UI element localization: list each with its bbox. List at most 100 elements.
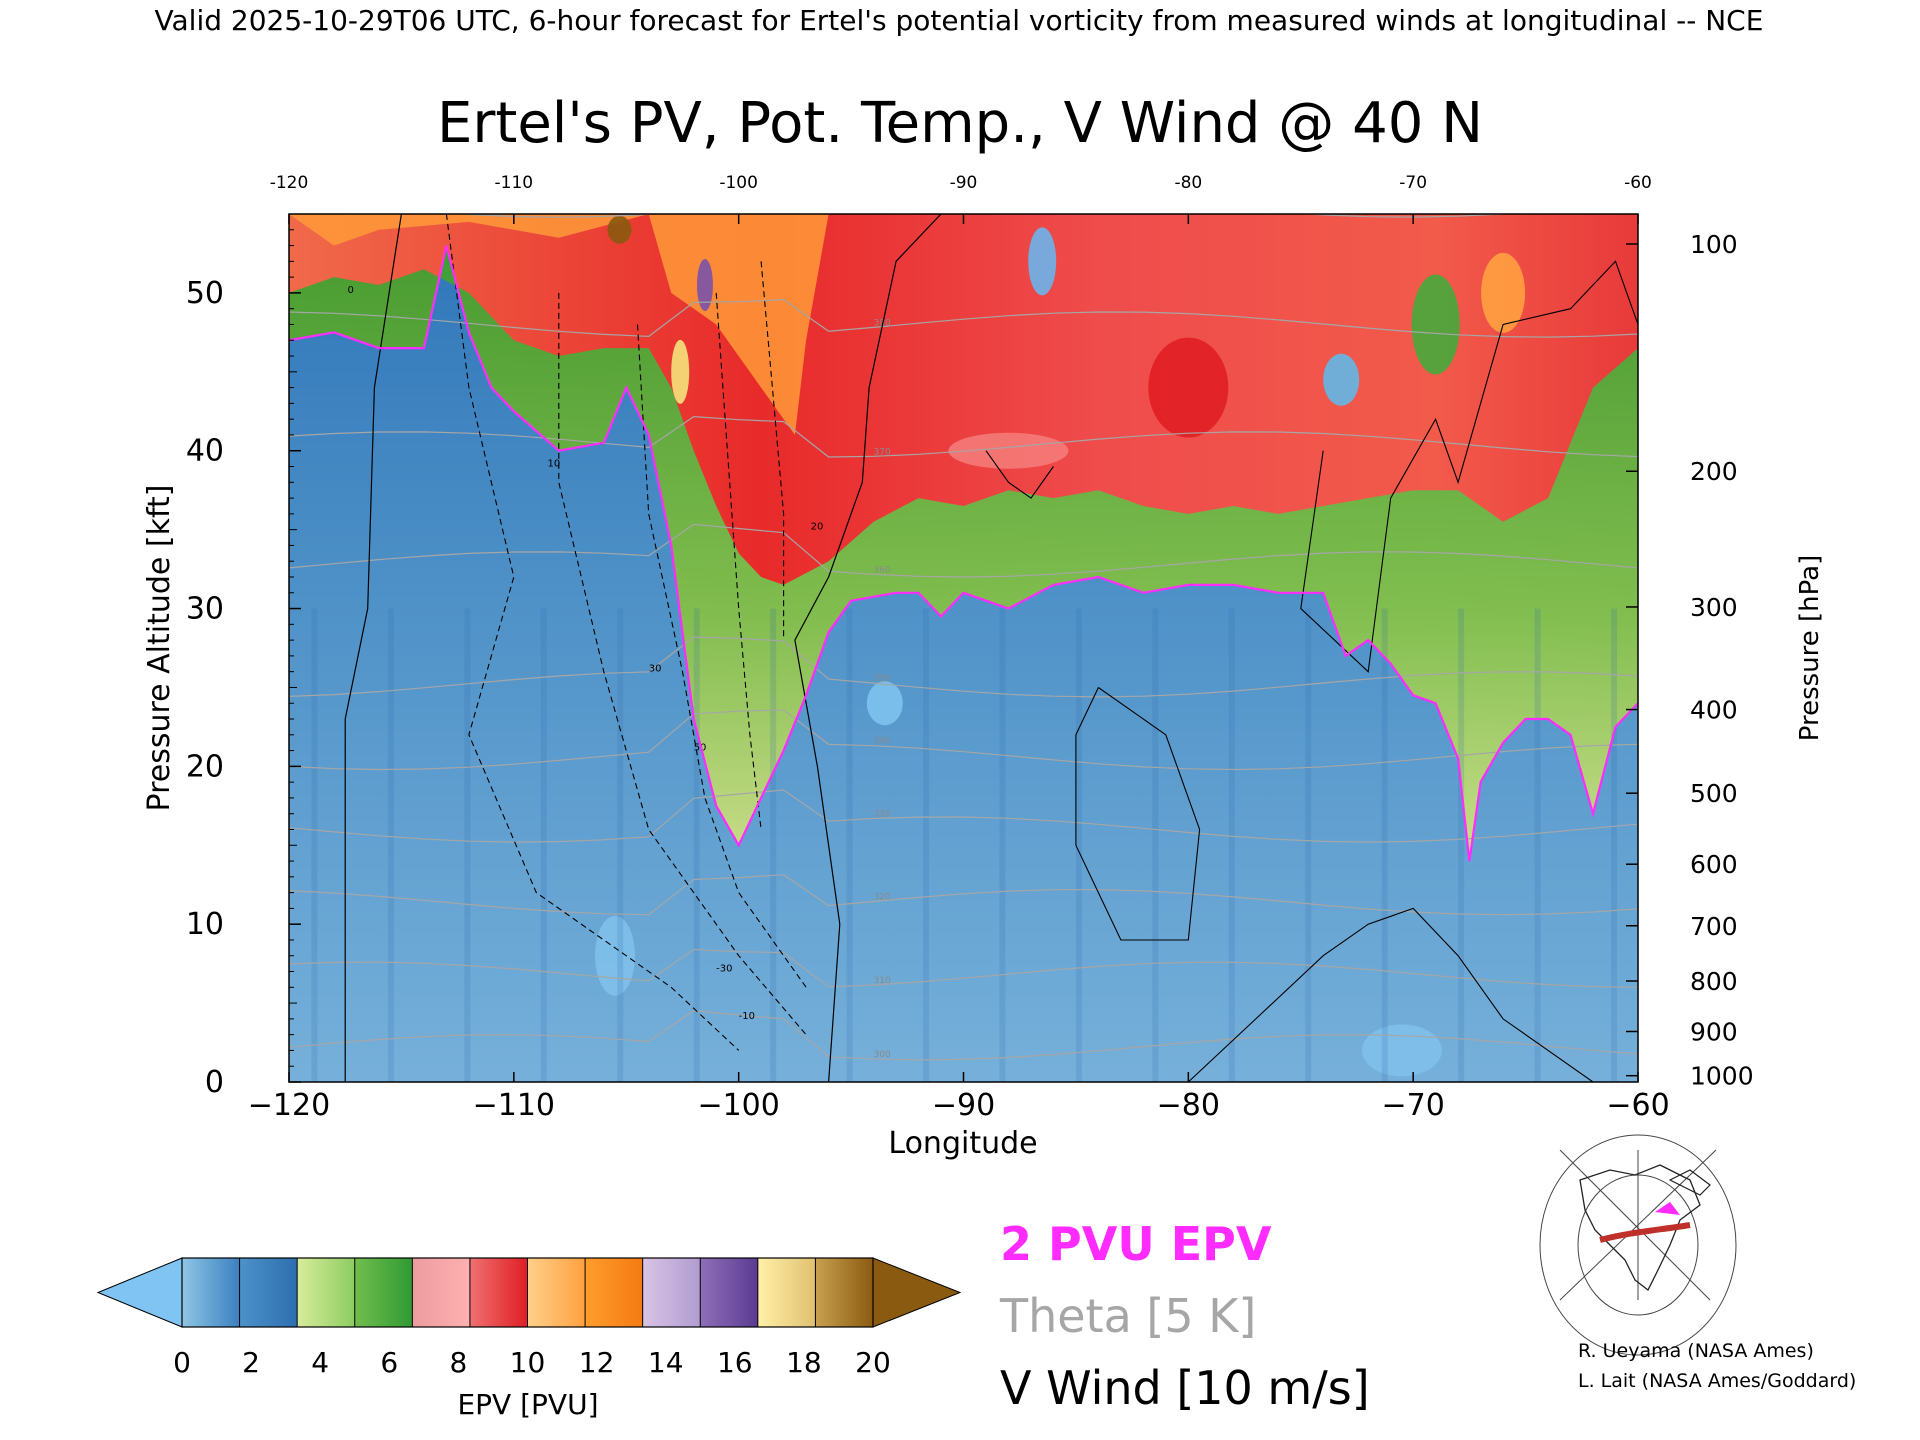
colorbar-tick-label: 16 (717, 1346, 753, 1379)
colorbar-over-arrow (872, 1257, 962, 1328)
legend-v-wind: V Wind [10 m/s] (1000, 1361, 1370, 1415)
colorbar-segment (412, 1258, 471, 1327)
colorbar-tick-label: 0 (173, 1346, 191, 1379)
v-wind-negative-contour (636, 324, 807, 988)
x-axis-label: Longitude (888, 1126, 1037, 1161)
pv-detail-blobs (311, 215, 1618, 1082)
pv-blob-pink (948, 432, 1069, 469)
axes: −120-120−110-110−100-100−90-90−80-80−70-… (186, 173, 1754, 1123)
upper-high-pv-fill (289, 214, 829, 435)
v-wind-contour (1300, 260, 1638, 673)
x-tick-label: −90 (932, 1088, 995, 1123)
v-wind-label: -10 (739, 1011, 755, 1022)
colorbar-tick-label: 20 (855, 1346, 891, 1379)
pv-blob-purple (696, 259, 713, 312)
trop-streak (387, 608, 394, 1082)
colorbar-segment (585, 1258, 644, 1327)
legend-theta: Theta [5 K] (999, 1289, 1256, 1343)
trop-streak (846, 608, 853, 1082)
v-wind-label: 0 (347, 285, 353, 296)
trop-streak (1534, 608, 1541, 1082)
theta-label: 310 (874, 976, 891, 986)
legend: 2 PVU EPV Theta [5 K] V Wind [10 m/s] (999, 1217, 1370, 1415)
theta-line (289, 789, 1638, 843)
theta-label: 360 (874, 565, 891, 575)
x-tick-label: −80 (1157, 1088, 1220, 1123)
theta-label: 350 (874, 674, 891, 684)
colorbar-tick-label: 2 (242, 1346, 260, 1379)
y-axis-label-right: Pressure [hPa] (1795, 555, 1825, 742)
colorbar-tick-label: 18 (786, 1346, 822, 1379)
colorbar-tick-label: 4 (311, 1346, 329, 1379)
trop-streak (693, 608, 700, 1082)
x-tick-label: −60 (1606, 1088, 1669, 1123)
trop-streak (1228, 608, 1235, 1082)
v-wind-label: 10 (548, 459, 561, 470)
pressure-tick-label: 300 (1690, 593, 1738, 622)
credit-line-1: R. Ueyama (NASA Ames) (1578, 1340, 1814, 1362)
x-top-tick-label: -70 (1399, 173, 1427, 193)
credit-line-2: L. Lait (NASA Ames/Goddard) (1578, 1370, 1856, 1392)
colorbar-label: EPV [PVU] (457, 1388, 598, 1421)
pressure-tick-label: 500 (1690, 779, 1738, 808)
colorbar-segment (469, 1258, 528, 1327)
y-tick-label: 30 (186, 592, 224, 627)
theta-line (289, 636, 1638, 698)
x-tick-label: −70 (1382, 1088, 1445, 1123)
theta-line (289, 874, 1638, 916)
pv-blob-blue-2 (1323, 353, 1360, 406)
v-wind-zero-line (344, 214, 402, 1082)
pv-blob-orange (1481, 252, 1526, 333)
theta-label: 320 (874, 892, 891, 902)
x-tick-label: −100 (697, 1088, 779, 1123)
colorbar-tick-label: 10 (510, 1346, 546, 1379)
v-wind-label: 30 (649, 664, 662, 675)
x-top-tick-label: -110 (495, 173, 534, 193)
pv-2pvu-contour (289, 245, 1638, 862)
theta-line (289, 298, 1638, 338)
colorbar-segment (642, 1258, 701, 1327)
theta-label: 300 (874, 1050, 891, 1060)
trop-streak (540, 608, 547, 1082)
colorbar-under-arrow (96, 1257, 183, 1328)
theta-label: 370 (874, 447, 891, 457)
chart-title: Ertel's PV, Pot. Temp., V Wind @ 40 N (437, 91, 1483, 156)
pressure-tick-label: 100 (1690, 230, 1738, 259)
theta-line (289, 415, 1638, 458)
trop-streak (1458, 608, 1465, 1082)
v-wind-negative-contour (445, 214, 740, 1051)
trop-streak (923, 608, 930, 1082)
theta-label: 340 (874, 737, 891, 747)
trop-streak (311, 608, 318, 1082)
trop-streak (770, 608, 777, 1082)
colorbar-segment (182, 1258, 241, 1327)
trop-streak (1305, 608, 1312, 1082)
x-top-tick-label: -60 (1624, 173, 1652, 193)
theta-line (289, 709, 1638, 771)
tropopause-transition-fill (289, 245, 1638, 862)
y-axis-label-left: Pressure Altitude [kft] (142, 485, 177, 812)
v-wind-contour (985, 450, 1054, 499)
colorbar-segment (239, 1258, 298, 1327)
theta-line (289, 523, 1638, 578)
v-wind-label: 50 (694, 743, 707, 754)
v-wind-contour (1187, 907, 1594, 1082)
v-wind-negative-contour (558, 292, 807, 1036)
pressure-tick-label: 900 (1690, 1017, 1738, 1046)
theta-label: 330 (874, 810, 891, 820)
colorbar-segment (700, 1258, 759, 1327)
colorbar-tick-label: 6 (380, 1346, 398, 1379)
colorbar-segment (815, 1258, 874, 1327)
y-tick-label: 20 (186, 749, 224, 784)
colorbar-frame (181, 1257, 874, 1328)
pv-blob-dark-red (1148, 337, 1229, 438)
colorbar-tick-label: 12 (579, 1346, 615, 1379)
v-wind-negative-contour (715, 292, 762, 830)
pressure-tick-label: 1000 (1690, 1062, 1754, 1091)
pv-blob-light-blue-3 (1361, 1024, 1442, 1077)
colorbar-segment (527, 1258, 586, 1327)
y-tick-label: 10 (186, 907, 224, 942)
pv-blob-brown (607, 215, 632, 244)
